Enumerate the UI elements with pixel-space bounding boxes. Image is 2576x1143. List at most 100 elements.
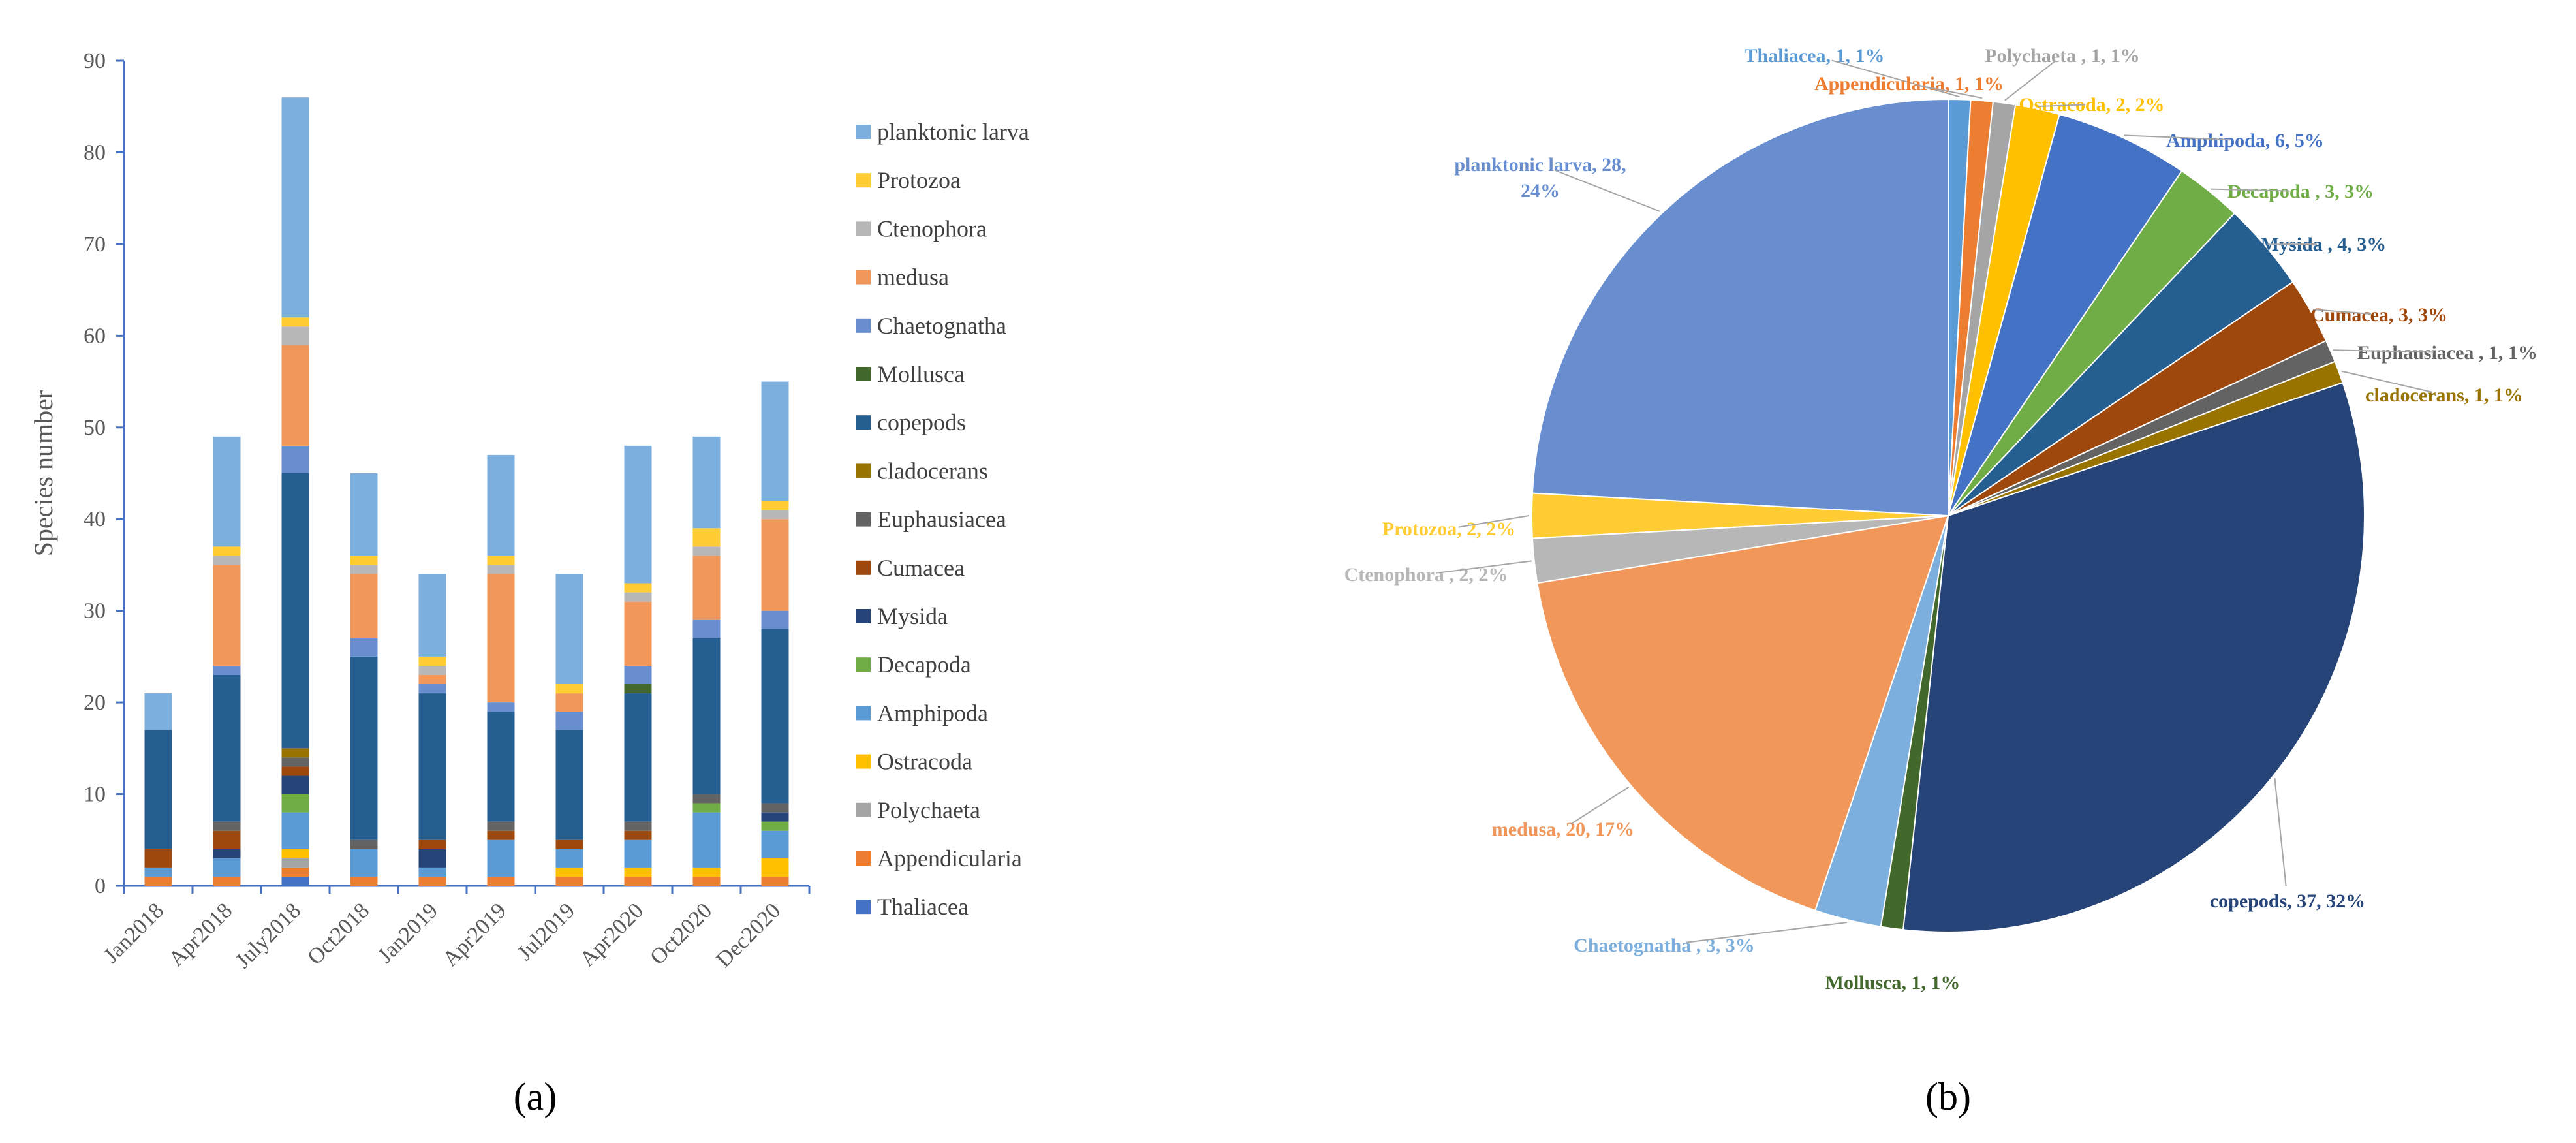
bar-segment-chaetognatha-oct2020	[692, 619, 721, 638]
legend-label-amphipoda: Amphipoda	[877, 700, 988, 726]
legend-label-ctenophora: Ctenophora	[877, 215, 987, 242]
bar-segment-copepods-july2018	[281, 473, 309, 749]
legend-label-chaetognatha: Chaetognatha	[877, 313, 1006, 339]
bar-segment-copepods-apr2018	[213, 674, 241, 822]
pie-label-chaetognatha: Chaetognatha , 3, 3%	[1574, 935, 1755, 956]
legend-label-planktonic-larva: planktonic larva	[877, 119, 1029, 145]
y-tick-label: 70	[84, 232, 106, 257]
legend-label-mollusca: Mollusca	[877, 361, 965, 387]
pie-label-medusa: medusa, 20, 17%	[1492, 819, 1634, 840]
legend-label-polychaeta: Polychaeta	[877, 797, 980, 823]
bar-segment-planktonic-larva-jan2019	[418, 574, 446, 657]
bar-segment-euphausiacea-apr2018	[213, 821, 241, 831]
legend-label-protozoa: Protozoa	[877, 167, 961, 193]
pie-label-decapoda: Decapoda , 3, 3%	[2227, 181, 2374, 202]
y-tick-label: 20	[84, 691, 106, 715]
bar-segment-mysida-dec2020	[761, 812, 789, 822]
bar-segment-amphipoda-jan2019	[418, 867, 446, 877]
bar-segment-copepods-jan2018	[144, 730, 172, 849]
pie-leader-appendicularia	[1917, 84, 1983, 99]
pie-chart: Thaliacea, 1, 1% Appendicularia, 1, 1% Pol…	[1344, 45, 2537, 994]
x-tick-label: Jan2019	[373, 898, 442, 967]
bar-segment-medusa-apr2020	[624, 601, 652, 666]
bar-segment-copepods-jan2019	[418, 693, 446, 840]
panel-label-a: (a)	[514, 1075, 557, 1118]
legend-label-medusa: medusa	[877, 264, 949, 290]
bar-segment-euphausiacea-oct2020	[692, 794, 721, 804]
legend-swatch-cumacea	[856, 560, 871, 575]
bar-segment-mysida-apr2018	[213, 849, 241, 858]
bar-segment-chaetognatha-oct2018	[350, 638, 378, 657]
pie-leader-euphausiacea	[2333, 349, 2434, 353]
legend-label-euphausiacea: Euphausiacea	[877, 507, 1006, 533]
pie-leader-amphipoda	[2124, 134, 2231, 141]
pie-slice-planktonic-larva	[1531, 98, 1949, 517]
bar-segment-cumacea-jan2018	[144, 849, 172, 868]
legend-label-mysida: Mysida	[877, 603, 948, 629]
bar-segment-protozoa-july2018	[281, 317, 309, 327]
bar-segment-appendicularia-jul2019	[555, 876, 583, 886]
y-axis-title: Species number	[29, 390, 58, 556]
bar-segment-decapoda-july2018	[281, 794, 309, 813]
bar-segment-protozoa-jan2019	[418, 656, 446, 666]
bar-segment-euphausiacea-apr2020	[624, 821, 652, 831]
pie-label-thaliacea: Thaliacea, 1, 1%	[1745, 45, 1885, 67]
bar-segment-planktonic-larva-dec2020	[761, 381, 789, 501]
bar-segment-ostracoda-apr2020	[624, 867, 652, 877]
pie-label-euphausiacea: Euphausiacea , 1, 1%	[2357, 342, 2537, 364]
legend-swatch-medusa	[856, 270, 871, 285]
bar-segment-ctenophora-july2018	[281, 326, 309, 345]
bar-segment-cladocerans-july2018	[281, 748, 309, 758]
bar-segment-chaetognatha-apr2018	[213, 665, 241, 675]
bar-segment-cumacea-jan2019	[418, 839, 446, 849]
legend-swatch-copepods	[856, 415, 871, 430]
bar-segment-chaetognatha-apr2019	[487, 702, 515, 712]
y-tick-label: 30	[84, 599, 106, 623]
pie-leader-thaliacea	[1831, 59, 1960, 98]
y-tick-label: 60	[84, 324, 106, 348]
bar-segment-thaliacea-july2018	[281, 876, 309, 886]
bar-segment-appendicularia-oct2018	[350, 876, 378, 886]
x-tick-label: Apr2020	[576, 898, 649, 971]
bar-segment-copepods-apr2020	[624, 693, 652, 822]
bar-segment-medusa-apr2019	[487, 574, 515, 703]
bar-segment-chaetognatha-july2018	[281, 445, 309, 473]
legend-swatch-amphipoda	[856, 706, 871, 721]
bar-segment-medusa-apr2018	[213, 565, 241, 666]
bar-segment-protozoa-apr2019	[487, 556, 515, 565]
bar-segment-planktonic-larva-july2018	[281, 97, 309, 318]
bar-segment-planktonic-larva-oct2020	[692, 436, 721, 529]
bar-segment-chaetognatha-apr2020	[624, 665, 652, 685]
bar-segment-copepods-dec2020	[761, 629, 789, 804]
pie-leader-planktonic-larva	[1554, 169, 1660, 212]
bar-segment-appendicularia-jan2019	[418, 876, 446, 886]
x-tick-label: Apr2019	[439, 898, 512, 971]
legend-label-decapoda: Decapoda	[877, 651, 971, 678]
pie-label-cumacea: Cumacea, 3, 3%	[2310, 304, 2447, 326]
bar-segment-copepods-jul2019	[555, 730, 583, 840]
bar-segment-mysida-jan2019	[418, 849, 446, 868]
legend-label-thaliacea: Thaliacea	[877, 894, 969, 920]
bar-segment-ostracoda-dec2020	[761, 858, 789, 877]
bar-segment-chaetognatha-dec2020	[761, 610, 789, 629]
y-tick-label: 50	[84, 416, 106, 440]
y-tick-label: 80	[84, 140, 106, 164]
bar-segment-cumacea-apr2019	[487, 830, 515, 840]
bar-segment-planktonic-larva-apr2019	[487, 454, 515, 556]
legend-swatch-cladocerans	[856, 463, 871, 478]
bar-segment-chaetognatha-jul2019	[555, 712, 583, 730]
legend-swatch-decapoda	[856, 657, 871, 672]
x-tick-label: Jul2019	[513, 898, 580, 965]
legend-swatch-protozoa	[856, 173, 871, 188]
bar-segment-cumacea-july2018	[281, 766, 309, 776]
bar-segment-protozoa-oct2018	[350, 556, 378, 565]
pie-label-ostracoda: Ostracoda, 2, 2%	[2019, 94, 2164, 116]
pie-leader-polychaeta	[2004, 60, 2056, 101]
legend-swatch-euphausiacea	[856, 512, 871, 527]
y-tick-label: 40	[84, 507, 106, 531]
x-tick-label: Oct2018	[303, 898, 374, 969]
bar-segment-medusa-oct2020	[692, 556, 721, 620]
legend-label-ostracoda: Ostracoda	[877, 749, 972, 775]
bar-segment-medusa-jul2019	[555, 693, 583, 712]
bar-segment-copepods-oct2020	[692, 638, 721, 794]
